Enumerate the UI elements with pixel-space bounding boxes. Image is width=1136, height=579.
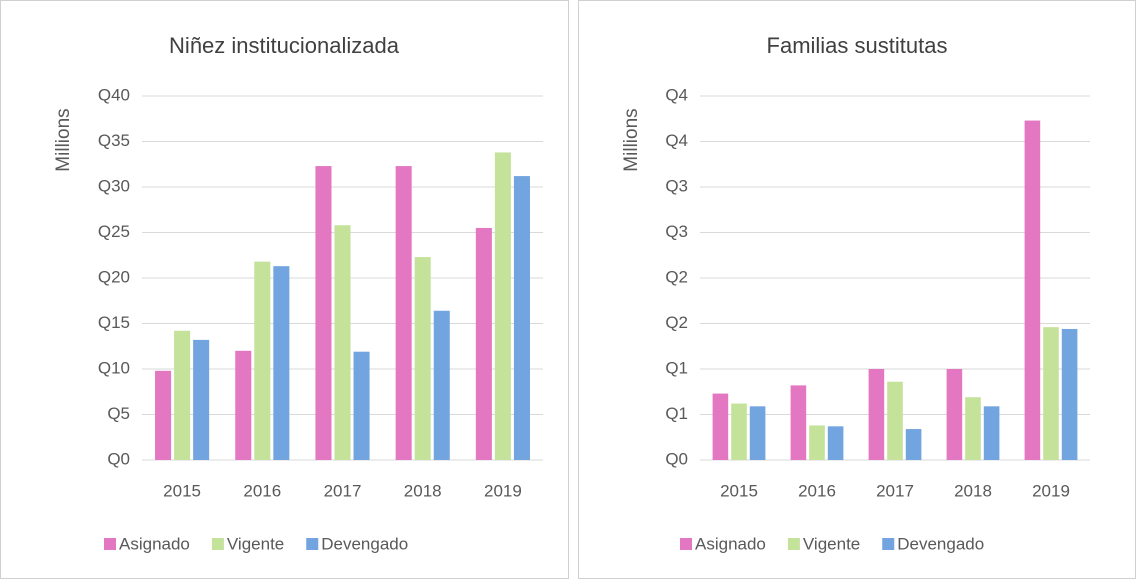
x-tick-label: 2019 [1032, 481, 1070, 500]
bar [1043, 327, 1059, 460]
bar [790, 385, 807, 460]
legend-swatch [104, 538, 116, 550]
x-tick-label: 2016 [798, 481, 836, 500]
legend-label: Devengado [321, 534, 408, 553]
x-tick-label: 2015 [163, 481, 201, 500]
legend-swatch [306, 538, 319, 550]
bar [1024, 120, 1041, 460]
bar [235, 350, 252, 460]
x-tick-label: 2017 [324, 481, 362, 500]
y-tick-label: Q3 [665, 176, 688, 195]
y-tick-label: Q0 [665, 449, 688, 468]
y-tick-label: Q2 [665, 267, 688, 286]
bar [315, 166, 332, 460]
legend-swatch [680, 538, 692, 550]
bar [905, 429, 922, 460]
legend-label: Vigente [803, 534, 860, 553]
bar [827, 426, 844, 460]
y-tick-label: Q15 [98, 313, 130, 332]
y-tick-label: Q4 [665, 131, 688, 150]
bar [749, 406, 766, 460]
x-tick-label: 2019 [484, 481, 522, 500]
bar [946, 369, 963, 460]
bar [395, 166, 412, 460]
bar [1061, 328, 1078, 460]
y-tick-label: Q0 [107, 449, 130, 468]
bar [193, 339, 210, 460]
bar [712, 393, 729, 460]
x-tick-label: 2015 [720, 481, 758, 500]
y-tick-label: Q1 [665, 404, 688, 423]
bar [414, 257, 431, 460]
bar [174, 330, 191, 460]
y-tick-label: Q2 [665, 313, 688, 332]
bar [731, 403, 747, 460]
y-tick-label: Q40 [98, 85, 130, 104]
y-tick-label: Q1 [665, 358, 688, 377]
bar [254, 261, 271, 460]
legend-swatch [211, 538, 224, 550]
x-tick-label: 2017 [876, 481, 914, 500]
bar [494, 152, 511, 461]
y-tick-label: Q25 [98, 222, 130, 241]
y-tick-label: Q35 [98, 131, 130, 150]
chart-title: Niñez institucionalizada [169, 33, 400, 58]
y-tick-label: Q20 [98, 267, 130, 286]
legend-label: Asignado [695, 534, 766, 553]
legend-label: Vigente [227, 534, 284, 553]
x-tick-label: 2018 [954, 481, 992, 500]
panel [578, 0, 1136, 579]
y-tick-label: Q30 [98, 176, 130, 195]
bar [887, 381, 903, 460]
legend-label: Asignado [119, 534, 190, 553]
bar [433, 310, 450, 460]
y-tick-label: Q10 [98, 358, 130, 377]
bar [353, 351, 370, 460]
bar [809, 425, 825, 460]
y-axis-label: Millions [53, 108, 74, 171]
bar [334, 225, 351, 460]
y-tick-label: Q4 [665, 85, 688, 104]
bar [513, 176, 530, 460]
x-tick-label: 2016 [243, 481, 281, 500]
bar [965, 397, 981, 460]
legend-label: Devengado [897, 534, 984, 553]
x-tick-label: 2018 [404, 481, 442, 500]
y-axis-label: Millions [621, 108, 642, 171]
bar [155, 370, 172, 460]
y-tick-label: Q5 [107, 404, 130, 423]
bar [868, 369, 885, 460]
chart-title: Familias sustitutas [767, 33, 948, 58]
bar [983, 406, 1000, 460]
legend-swatch [882, 538, 895, 550]
y-tick-label: Q3 [665, 222, 688, 241]
bar [273, 266, 290, 460]
bar [475, 227, 492, 460]
legend-swatch [787, 538, 800, 550]
